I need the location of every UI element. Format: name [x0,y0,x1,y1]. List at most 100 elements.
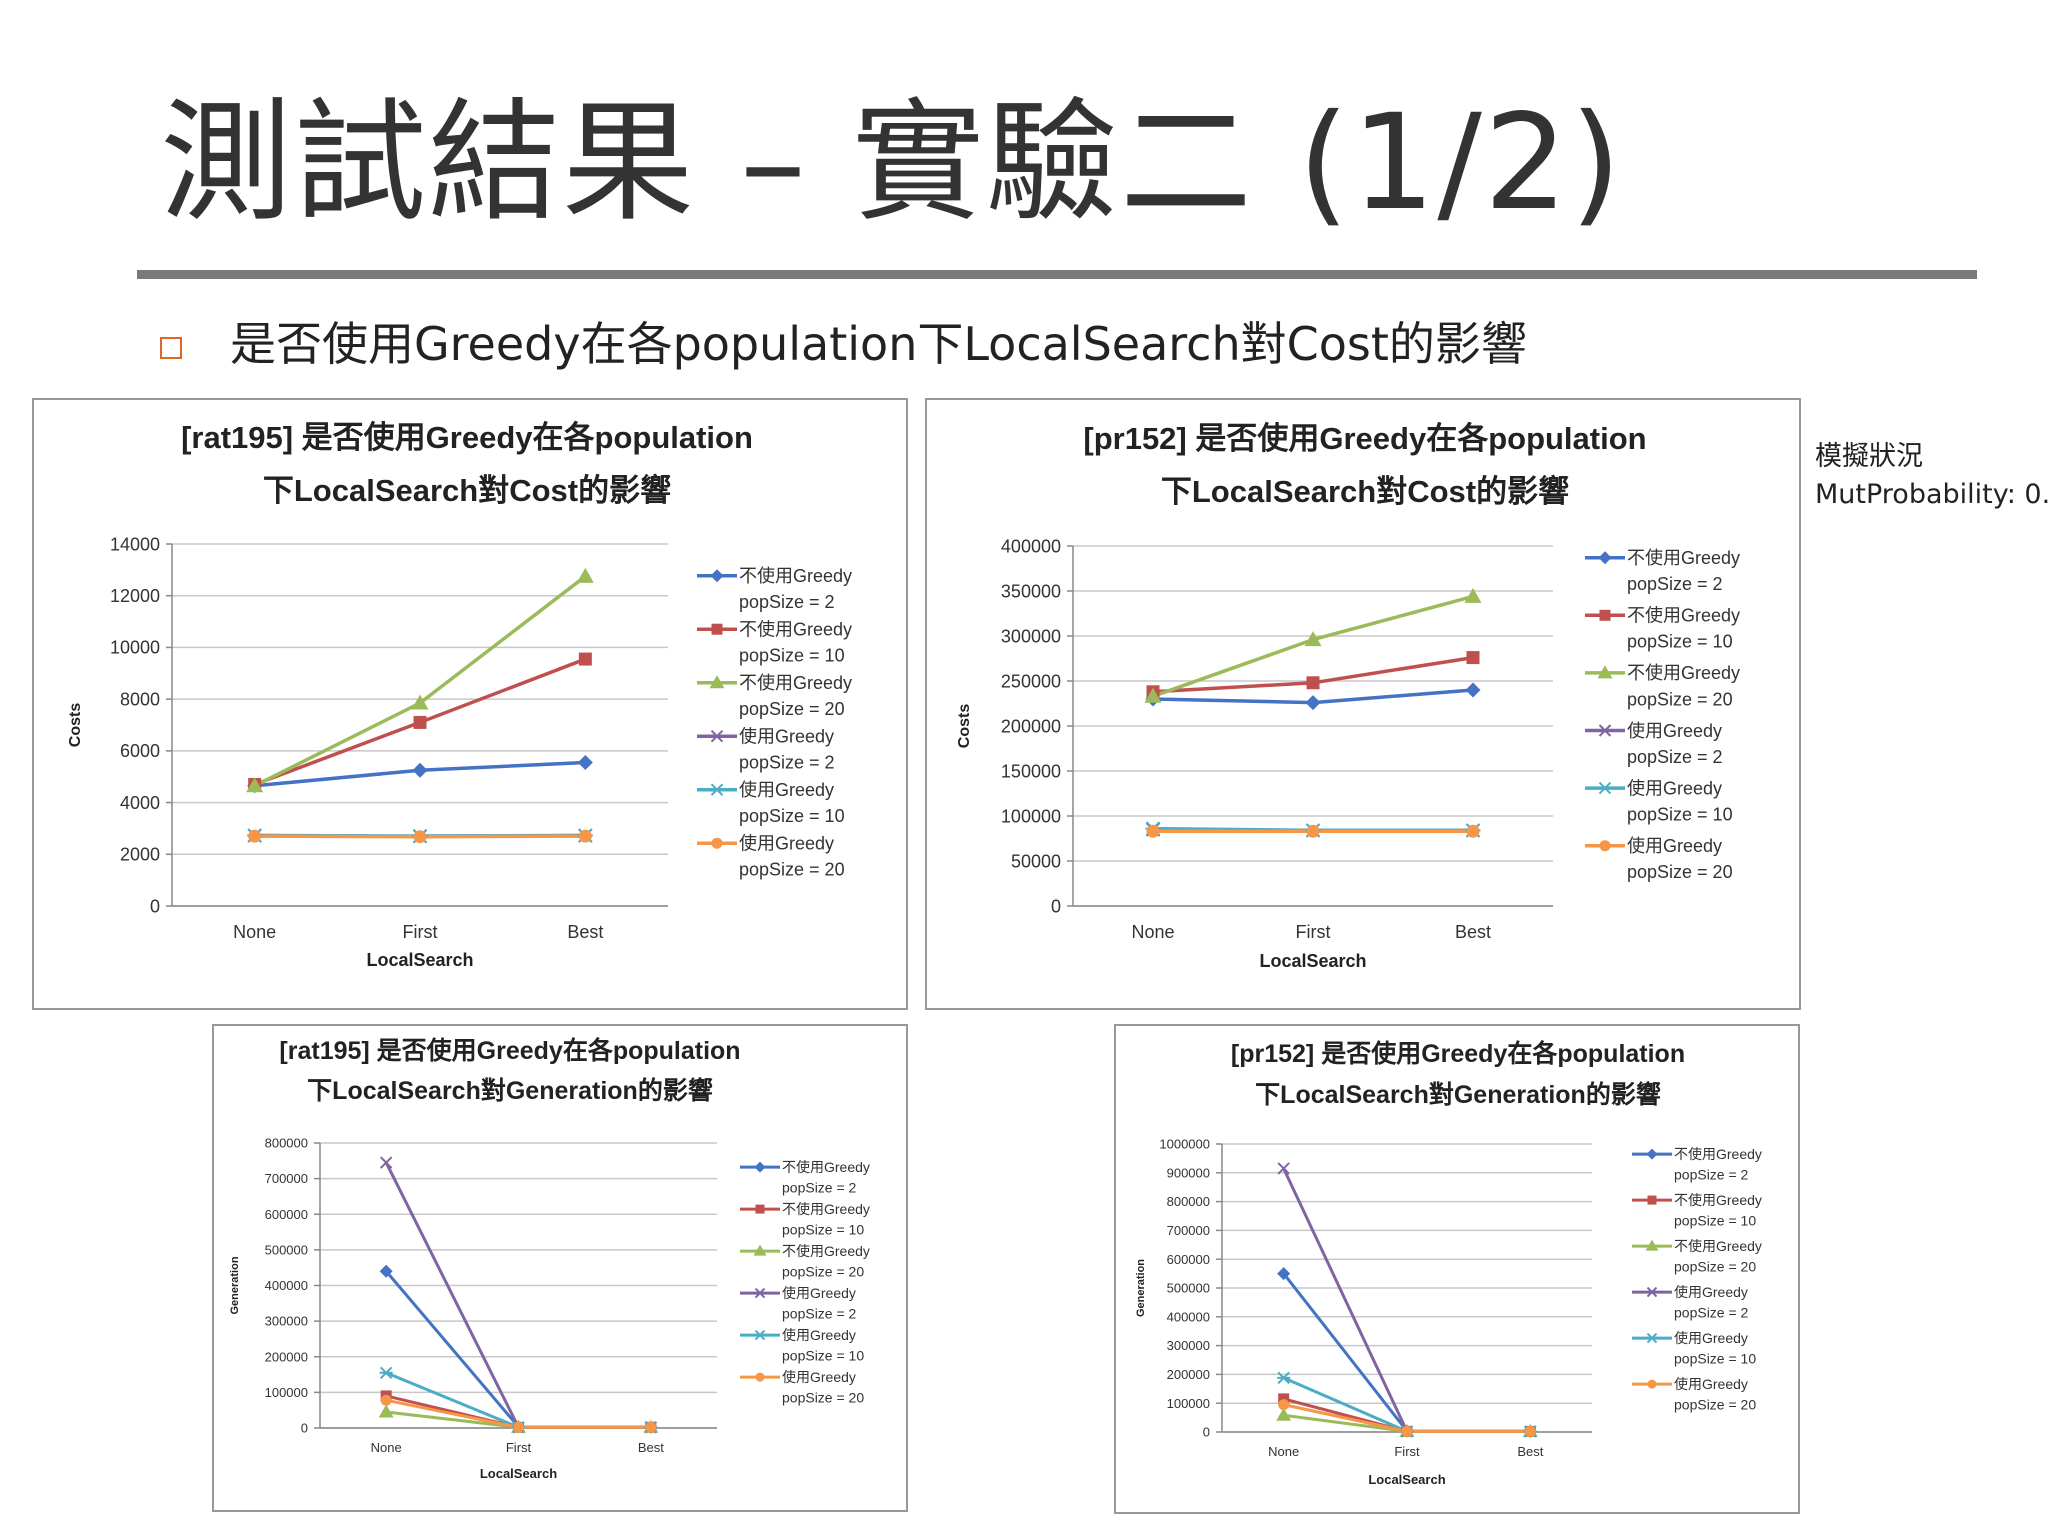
bullet-square-icon [160,337,182,359]
legend-label: 使用Greedy [739,834,834,854]
legend-label: 不使用Greedy [782,1243,870,1259]
side-note: 模擬狀況 MutProbability: 0.5 [1815,438,2048,514]
legend-label: 不使用Greedy [1627,663,1740,683]
chart-title-line: 下LocalSearch對Generation的影響 [307,1076,713,1105]
y-tick-label: 250000 [1001,671,1061,691]
legend-label: popSize = 2 [1674,1166,1749,1182]
y-tick-label: 200000 [1167,1367,1210,1382]
data-point [1306,824,1320,838]
y-tick-label: 0 [150,896,160,916]
legend-marker [1647,1379,1657,1389]
legend-label: popSize = 2 [739,753,835,773]
y-tick-label: 700000 [1167,1223,1210,1238]
data-point [380,1394,392,1406]
data-point [1306,676,1320,690]
legend-marker [1645,1239,1659,1251]
y-axis-title: Generation [1135,1259,1147,1317]
data-point [379,1264,393,1278]
chart-rat195-cost: [rat195] 是否使用Greedy在各population 下LocalSea… [32,398,908,1010]
y-axis-title: Costs [956,704,973,749]
legend-label: popSize = 10 [739,806,845,826]
data-point [1465,682,1481,698]
x-tick-label: Best [1517,1444,1543,1459]
legend-label: popSize = 2 [1627,574,1723,594]
legend-marker [754,1287,766,1299]
legend-label: 使用Greedy [782,1285,856,1301]
y-tick-label: 50000 [1011,851,1061,871]
legend-label: 不使用Greedy [782,1159,870,1175]
y-tick-label: 100000 [1001,806,1061,826]
legend-marker [711,837,723,849]
legend-label: popSize = 20 [1627,862,1733,882]
y-tick-label: 400000 [1001,536,1061,556]
data-point [1304,631,1322,647]
legend-label: 使用Greedy [739,780,834,800]
y-tick-label: 400000 [1167,1309,1210,1324]
legend-label: 使用Greedy [1627,778,1722,798]
x-tick-label: None [1131,922,1174,942]
x-axis-title: LocalSearch [1259,951,1366,971]
legend-label: 不使用Greedy [1674,1238,1762,1254]
data-point [645,1421,657,1433]
legend-label: popSize = 2 [739,592,835,612]
legend-marker [1599,840,1611,852]
chart-frame [925,398,1801,1010]
legend-label: 不使用Greedy [739,620,852,640]
y-tick-label: 0 [301,1421,308,1436]
x-tick-label: None [371,1440,402,1455]
data-point [246,777,264,793]
legend-label: popSize = 10 [1627,805,1733,825]
legend-label: 不使用Greedy [782,1201,870,1217]
chart-pr152-generation: [pr152] 是否使用Greedy在各population 下LocalSear… [1114,1024,1800,1514]
legend-marker [1646,1332,1658,1344]
data-point [1464,587,1482,603]
legend-marker [754,1329,766,1341]
legend-label: popSize = 20 [739,860,845,880]
legend-label: popSize = 10 [1674,1212,1756,1228]
legend-marker [755,1372,765,1382]
chart-title-line: 下LocalSearch對Cost的影響 [1161,474,1569,509]
y-tick-label: 400000 [265,1278,308,1293]
legend-label: 不使用Greedy [1674,1146,1762,1162]
data-point [1305,695,1321,711]
legend-marker [709,675,725,689]
y-tick-label: 300000 [1001,626,1061,646]
legend-marker [1646,1148,1658,1160]
data-point [1524,1425,1536,1437]
legend-label: 使用Greedy [1674,1376,1748,1392]
legend-label: 使用Greedy [782,1369,856,1385]
legend-marker [753,1244,767,1256]
y-tick-label: 100000 [265,1385,308,1400]
data-point [577,754,593,770]
data-point [1466,651,1480,665]
data-point [1278,1393,1290,1405]
x-axis-title: LocalSearch [366,950,473,970]
data-point [379,1156,393,1169]
data-point [578,652,592,666]
y-tick-label: 200000 [265,1349,308,1364]
chart-pr152-cost: [pr152] 是否使用Greedy在各population 下LocalSear… [925,398,1801,1010]
data-point [413,830,427,844]
data-point [1144,687,1162,703]
legend-label: popSize = 2 [1674,1304,1749,1320]
x-axis-title: LocalSearch [480,1466,557,1481]
y-tick-label: 12000 [110,586,160,606]
x-tick-label: None [233,922,276,942]
y-tick-label: 14000 [110,534,160,554]
data-point [379,1366,393,1379]
legend-marker [1598,781,1612,795]
y-tick-label: 150000 [1001,761,1061,781]
slide-title: 測試結果 – 實驗二 (1/2) [160,86,1624,240]
legend-label: popSize = 10 [1674,1350,1756,1366]
chart-title-line: [pr152] 是否使用Greedy在各population [1231,1039,1685,1068]
legend-label: 不使用Greedy [1627,548,1740,568]
data-point [576,567,594,583]
legend-marker [1598,724,1612,737]
legend-label: 不使用Greedy [739,566,852,586]
data-point [248,829,262,843]
x-tick-label: None [1268,1444,1299,1459]
legend-marker [710,783,724,796]
legend-label: 使用Greedy [1627,721,1722,741]
legend-label: 不使用Greedy [1627,606,1740,626]
data-point [1401,1425,1413,1437]
